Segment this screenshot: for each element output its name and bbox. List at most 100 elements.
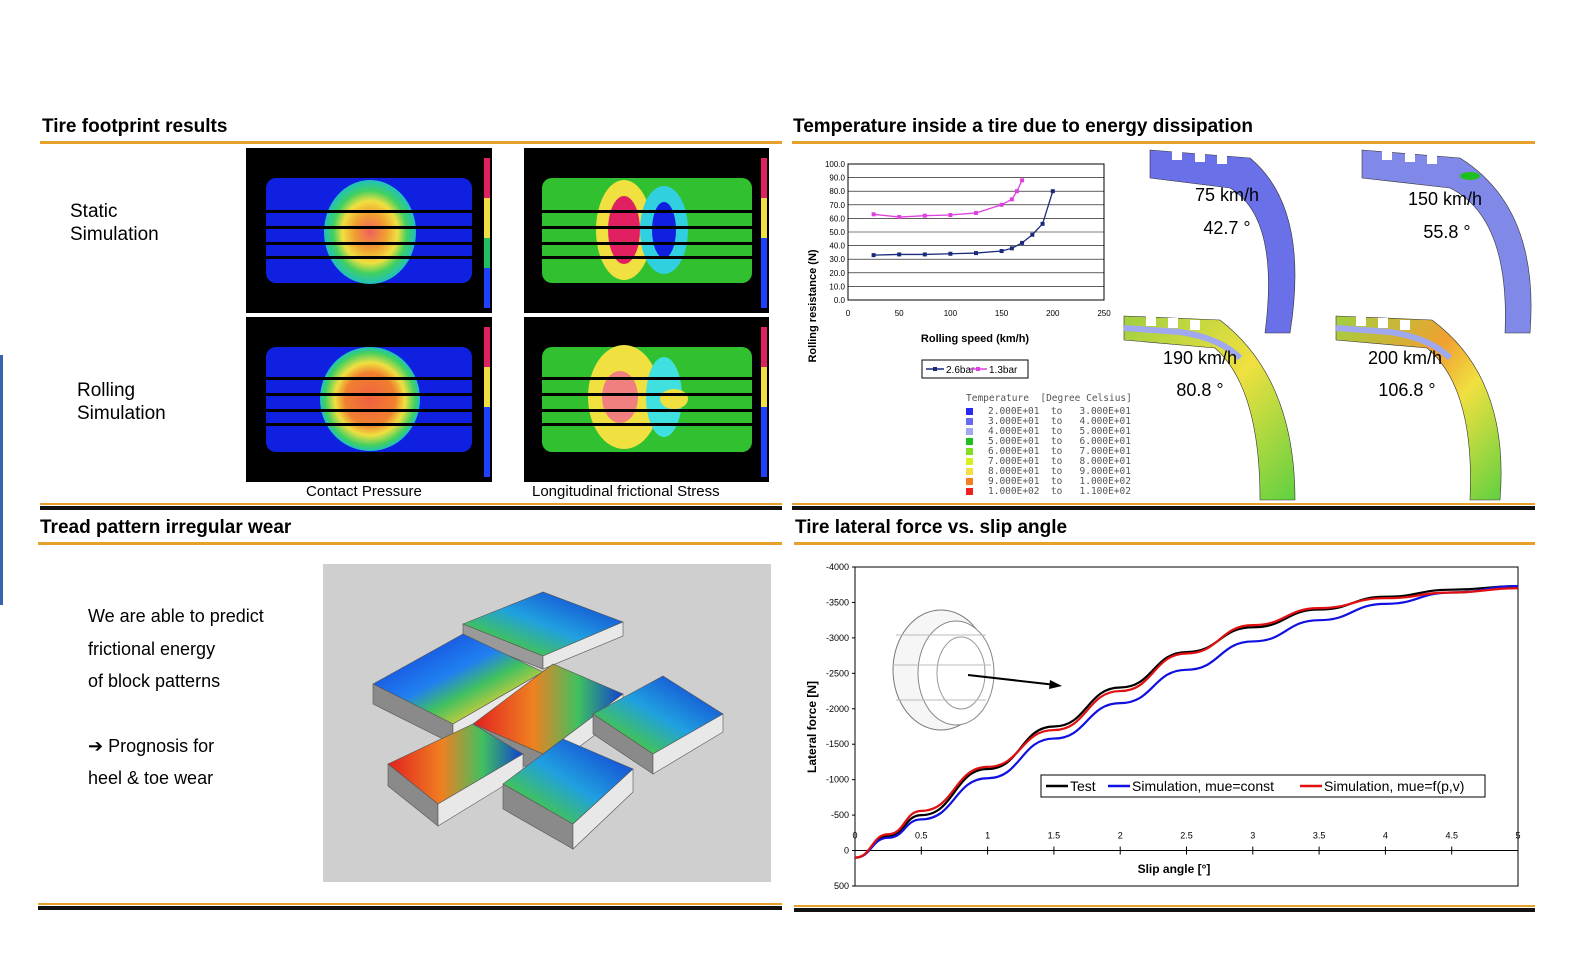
rr-point	[871, 253, 876, 258]
lateral-bottom-rule	[794, 905, 1535, 912]
rr-point	[897, 215, 902, 220]
tire-150-temp: 55.8 °	[1423, 222, 1471, 242]
lf-x-tick: 3.5	[1313, 831, 1326, 841]
tire-200-temp: 106.8 °	[1378, 380, 1436, 400]
lf-y-tick: 500	[834, 881, 849, 891]
temperature-legend-row: 7.000E+01 to 8.000E+01	[966, 455, 1132, 467]
temperature-legend-row: 3.000E+01 to 4.000E+01	[966, 415, 1132, 427]
frictional-stress-caption: Longitudinal frictional Stress	[532, 483, 720, 500]
temperature-legend-row: 6.000E+01 to 7.000E+01	[966, 446, 1132, 457]
temperature-legend-row: 8.000E+01 to 9.000E+01	[966, 466, 1132, 477]
wear-bottom-rule	[38, 903, 782, 910]
rr-y-tick: 50.0	[829, 228, 845, 237]
temperature-legend-swatch	[966, 437, 973, 445]
lf-x-tick: 1.5	[1048, 831, 1061, 841]
wear-line-1: We are able to predict	[88, 606, 264, 626]
rr-point	[948, 213, 953, 217]
rr-x-tick: 0	[846, 309, 851, 318]
temperature-legend-swatch	[966, 487, 973, 495]
temperature-legend-row: 2.000E+01 to 3.000E+01	[966, 406, 1132, 417]
tire-75-speed: 75 km/h	[1194, 185, 1260, 205]
contact-pressure-static-plot	[246, 148, 492, 313]
static-label: Static Simulation	[70, 200, 159, 246]
rolling-resistance-chart: 0.0 10.0 20.0 30.0 40.0 50.0 60.0 70.0 80.0 90.0 1…	[807, 160, 1111, 379]
lf-x-tick: 0.5	[915, 831, 928, 841]
lf-legend: Test Simulation, mue=const Simulation, m…	[1040, 774, 1486, 798]
rr-y-tick: 100.0	[825, 160, 846, 169]
temperature-legend-range: 4.000E+01 to 5.000E+01	[988, 425, 1131, 437]
rr-x-tick: 200	[1046, 309, 1060, 318]
rr-y-tick: 40.0	[829, 242, 845, 251]
lf-series-line-1	[854, 585, 1519, 859]
temperature-legend-row: 1.000E+02 to 1.100E+02	[966, 486, 1132, 497]
rr-point	[1050, 189, 1055, 194]
temperature-legend-range: 7.000E+01 to 8.000E+01	[988, 455, 1131, 467]
rr-y-axis-label: Rolling resistance (N)	[807, 249, 819, 362]
lf-x-tick: 3	[1250, 831, 1255, 841]
tire-section-75	[1149, 149, 1296, 334]
wear-spacer	[88, 698, 264, 730]
lf-y-tick: -3000	[826, 633, 849, 643]
lf-y-ticks: -4000 -3500 -3000 -2500 -2000 -1500 -1000 -500 0…	[826, 562, 855, 891]
temperature-title: Temperature inside a tire due to energy …	[793, 116, 1253, 137]
rr-point	[1009, 197, 1014, 202]
rr-legend: 2.6bar 1.3bar	[921, 359, 1029, 379]
rr-y-tick: 30.0	[829, 255, 845, 264]
lateral-title: Tire lateral force vs. slip angle	[795, 517, 1068, 538]
rolling-label: Rolling Simulation	[77, 379, 166, 425]
rolling-label-line2: Simulation	[77, 403, 166, 424]
rr-point	[974, 210, 978, 215]
wear-line-2: frictional energy	[88, 638, 216, 659]
rr-point	[1014, 189, 1019, 194]
tread-wear-render	[323, 564, 771, 882]
frictional-stress-rolling-plot	[524, 317, 769, 482]
wear-line-6: heel & toe wear	[88, 768, 214, 788]
lf-series	[854, 585, 1519, 859]
rr-point	[1009, 246, 1014, 251]
tire-75-temp: 42.7 °	[1203, 218, 1251, 238]
temperature-legend-rows: 2.000E+01 to 3.000E+01 3.000E+01 to 4.000…	[966, 406, 1132, 497]
lf-x-tick: 5	[1515, 831, 1520, 841]
lf-y-tick: 0	[844, 846, 849, 856]
lf-x-ticks: 0 0.5 1 1.5 2 2.5 3 3.5 4 4.5 5	[852, 831, 1521, 855]
temperature-legend-swatch	[966, 407, 973, 415]
footprint-title-rule	[40, 141, 782, 144]
temperature-legend-range: 3.000E+01 to 4.000E+01	[988, 415, 1131, 427]
rr-y-tick: 0.0	[834, 296, 846, 305]
temperature-legend-range: 9.000E+01 to 1.000E+02	[988, 475, 1131, 487]
temperature-legend-title: Temperature [Degree Celsius]	[966, 393, 1132, 404]
temperature-legend-row: 9.000E+01 to 1.000E+02	[966, 475, 1132, 487]
temperature-legend: Temperature [Degree Celsius] 2.000E+01 t…	[966, 393, 1132, 497]
tire-section-200	[1335, 315, 1502, 501]
lf-tire-sketch	[892, 609, 1062, 731]
lf-x-tick: 4.5	[1445, 831, 1458, 841]
wear-line-5: ➔ Prognosis for	[88, 735, 215, 756]
temperature-legend-swatch	[966, 467, 973, 475]
temperature-legend-row: 4.000E+01 to 5.000E+01	[966, 425, 1132, 437]
tire-190-speed: 190 km/h	[1162, 348, 1238, 368]
rr-y-tick: 70.0	[829, 201, 845, 210]
lf-x-tick: 0	[852, 831, 857, 841]
temperature-legend-swatch	[966, 417, 973, 425]
temperature-bottom-rule	[792, 503, 1535, 510]
lf-y-tick: -1000	[826, 775, 849, 785]
footprint-title: Tire footprint results	[42, 116, 228, 137]
footprint-bottom-rule	[40, 503, 782, 510]
wear-title-rule	[38, 542, 782, 545]
lf-y-tick: -3500	[826, 597, 849, 607]
rr-point	[999, 202, 1004, 207]
rr-x-tick: 100	[944, 309, 958, 318]
lf-legend-test: Test	[1070, 778, 1096, 794]
rr-point	[974, 251, 978, 256]
lf-legend-sim-fpv: Simulation, mue=f(p,v)	[1324, 778, 1464, 794]
left-accent-bar	[0, 355, 3, 605]
wear-description: We are able to predict frictional energy…	[88, 600, 264, 795]
tire-section-190	[1123, 315, 1296, 501]
temperature-legend-swatch	[966, 457, 973, 465]
lf-y-axis-label: Lateral force [N]	[805, 681, 819, 773]
lf-series-line-2	[854, 587, 1519, 859]
rr-point	[1040, 221, 1045, 226]
lf-x-tick: 2	[1118, 831, 1123, 841]
rr-x-axis-label: Rolling speed (km/h)	[921, 333, 1030, 345]
wear-title: Tread pattern irregular wear	[40, 517, 292, 538]
